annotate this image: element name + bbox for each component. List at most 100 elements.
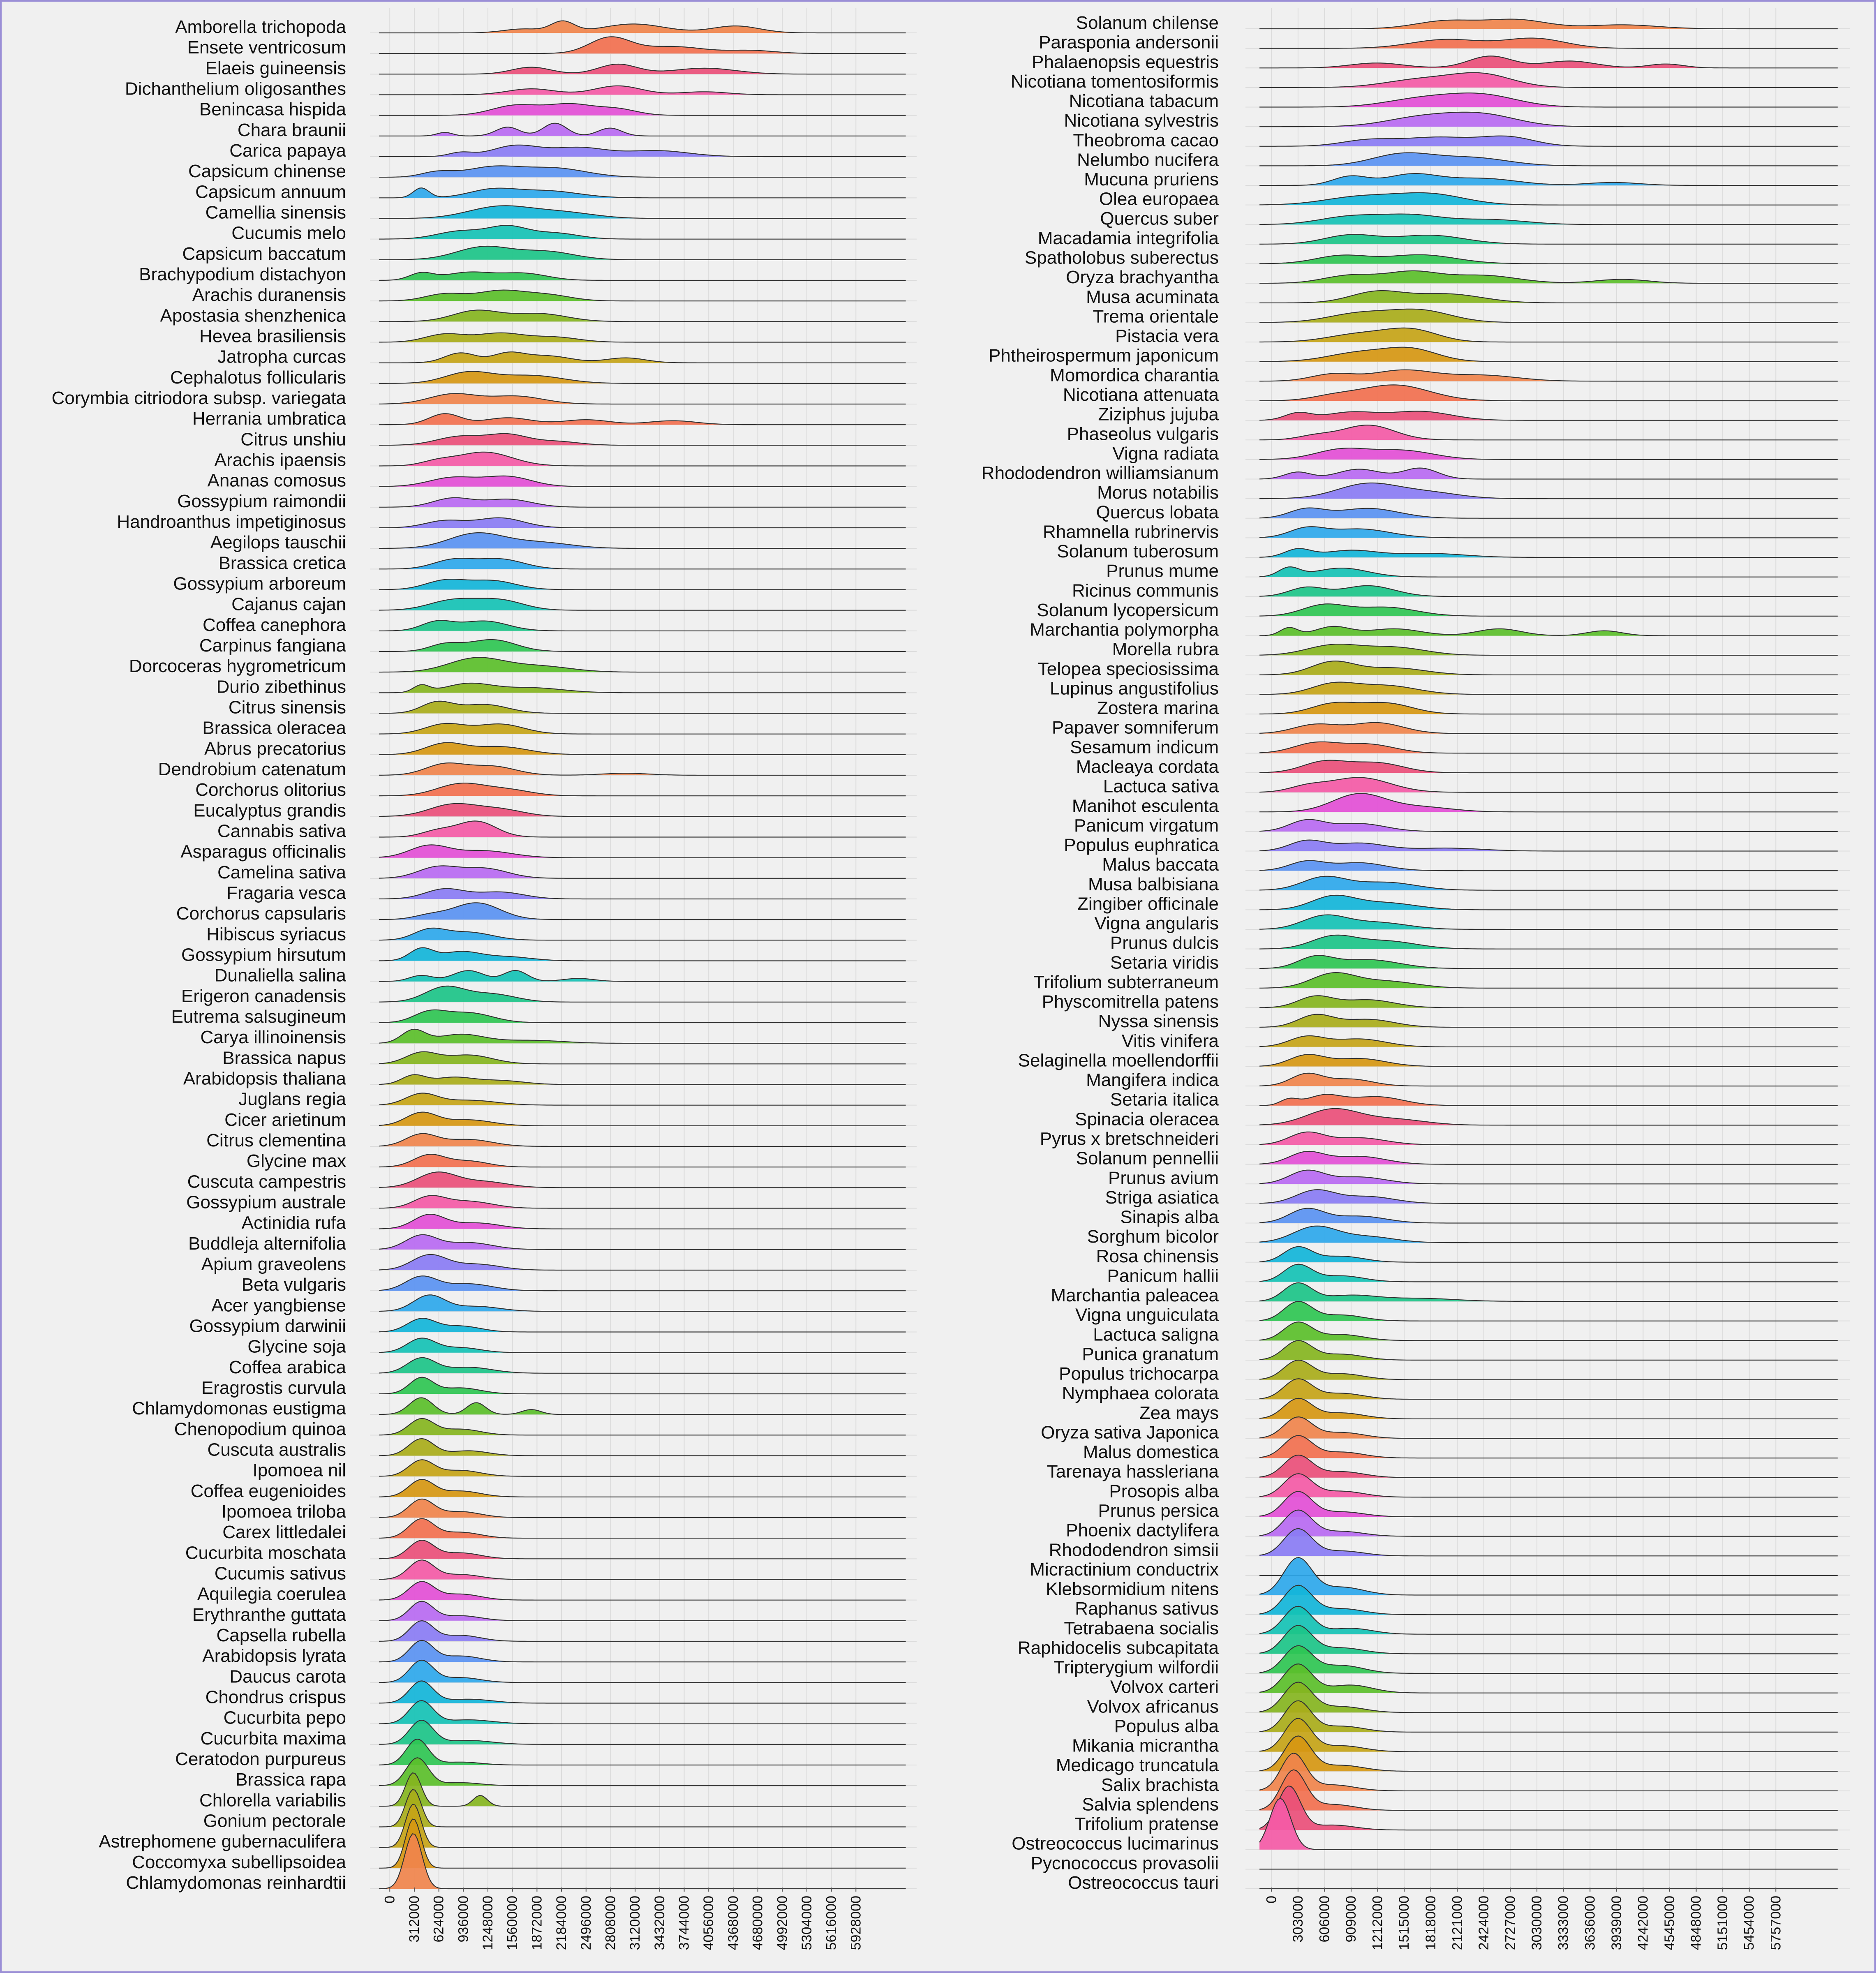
species-label: Cucurbita maxima [200,1728,346,1749]
ridge-outline [379,1479,906,1497]
ridge-series [379,1093,906,1106]
ridge-fill [1259,895,1838,910]
ridge-outline [379,165,906,178]
species-label: Zea mays [1139,1403,1219,1423]
species-label: Chara braunii [238,120,346,140]
ridge-outline [1259,347,1838,362]
ridge-series [379,598,906,611]
species-label: Morella rubra [1112,639,1219,659]
x-tick-label: 2424000 [1476,1896,1492,1950]
ridge-fill [1259,860,1838,871]
ridge-series [379,433,906,446]
ridge-fill [1259,112,1838,127]
ridge-outline [1259,1645,1838,1674]
species-label: Brassica rapa [236,1770,347,1790]
ridge-fill [1259,1625,1838,1654]
ridge-series [1259,347,1838,362]
ridge-series [379,1459,906,1477]
ridge-fill [1259,626,1838,636]
species-label: Nicotiana tabacum [1069,91,1219,111]
ridge-fill [379,723,906,734]
ridge-fill [1259,777,1838,792]
ridge-fill [1259,291,1838,303]
ridge-series [379,1518,906,1539]
ridge-series [379,371,906,384]
species-label: Ostreococcus lucimarinus [1012,1834,1219,1854]
species-label: Panicum hallii [1107,1266,1219,1286]
ridge-fill [379,518,906,528]
species-label: Rhododendron simsii [1049,1540,1219,1560]
ridge-series [1259,1625,1838,1654]
ridge-outline [379,205,906,219]
species-label: Handroanthus impetiginosus [117,512,346,532]
ridge-outline [1259,1208,1838,1224]
ridge-fill [379,1499,906,1518]
ridge-fill [379,1093,906,1105]
ridge-outline [1259,1246,1838,1263]
ridge-fill [1259,1282,1838,1302]
ridge-series [379,902,906,920]
ridge-series [379,1738,906,1766]
x-tick-label: 5757000 [1768,1896,1784,1950]
x-tick-label: 4056000 [701,1896,716,1950]
ridge-fill [379,1758,906,1786]
ridge-fill [379,1234,906,1250]
ridge-outline [1259,934,1838,950]
species-label: Zostera marina [1097,698,1219,718]
ridge-fill [1259,425,1838,440]
ridge-outline [379,332,906,343]
ridge-fill [1259,1645,1838,1674]
ridge-fill [379,1112,906,1126]
species-label: Theobroma cacao [1073,130,1219,150]
ridge-series [1259,682,1838,695]
ridge-fill [379,123,906,136]
ridge-series [379,122,906,136]
ridge-outline [1259,92,1838,108]
ridge-fill [379,1154,906,1167]
ridge-outline [379,1438,906,1456]
ridge-fill [379,1318,906,1332]
ridge-fill [379,821,906,837]
ridge-series [379,1438,906,1456]
species-label: Carya illinoinensis [200,1027,346,1047]
ridge-outline [1259,55,1838,69]
ridge-fill [1259,1491,1838,1517]
ridge-fill [1259,1379,1838,1400]
ridge-series [379,165,906,178]
species-label: Lactuca sativa [1103,776,1219,797]
ridge-outline [1259,1014,1838,1028]
ridge-outline [379,1498,906,1518]
ridge-fill [379,1398,906,1415]
ridge-outline [1259,1131,1838,1146]
x-tick-label: 1515000 [1396,1896,1412,1950]
ridge-outline [1259,37,1838,49]
ridge-series [1259,1557,1838,1596]
ridge-outline [379,1051,906,1065]
ridge-series [1259,1225,1838,1243]
species-label: Prunus avium [1108,1168,1219,1188]
species-label: Quercus lobata [1096,502,1219,522]
species-label: Malus domestica [1083,1442,1219,1462]
ridge-fill [1259,548,1838,558]
ridge-series [379,947,906,961]
ridge-series [379,1028,906,1044]
ridge-fill [379,497,906,507]
ridge-outline [1259,1359,1838,1380]
x-tick-label: 3939000 [1609,1896,1624,1950]
ridge-series [379,451,906,467]
ridge-series [379,985,906,1003]
ridge-outline [1259,1108,1838,1126]
ridge-series [1259,448,1838,460]
species-label: Prunus persica [1098,1501,1219,1521]
ridge-fill [379,763,906,775]
ridge-fill [379,640,906,652]
species-label: Volvox carteri [1110,1677,1219,1697]
ridge-outline [1259,1797,1838,1850]
species-label: Glycine soja [247,1337,346,1357]
ridge-series [379,723,906,735]
ridge-series [1259,1246,1838,1263]
species-label: Corymbia citriodora subsp. variegata [51,388,346,408]
species-label: Cucurbita moschata [185,1543,347,1563]
species-label: Coffea eugenioides [191,1481,346,1501]
